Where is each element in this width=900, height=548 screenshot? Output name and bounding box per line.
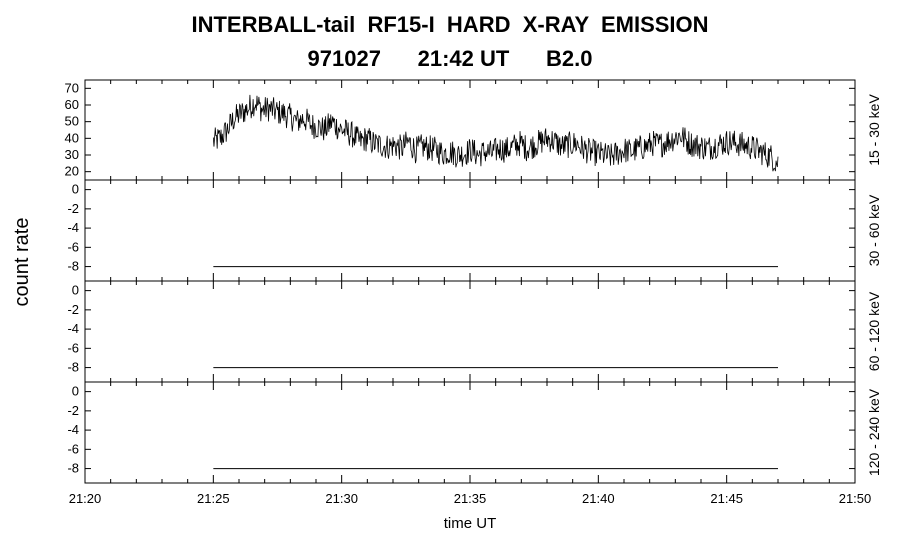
y-tick-label: 20 — [65, 164, 79, 179]
y-tick-label: -8 — [67, 259, 79, 274]
y-tick-label: 0 — [72, 283, 79, 298]
y-tick-label: 0 — [72, 182, 79, 197]
y-tick-label: 30 — [65, 147, 79, 162]
y-tick-label: -4 — [67, 422, 79, 437]
x-tick-label: 21:50 — [839, 491, 872, 506]
y-tick-label: -4 — [67, 321, 79, 336]
y-tick-label: -6 — [67, 441, 79, 456]
series-line — [212, 94, 779, 172]
x-tick-label: 21:40 — [582, 491, 615, 506]
y-tick-label: -8 — [67, 360, 79, 375]
x-axis-label: time UT — [444, 515, 497, 532]
y-tick-label: 60 — [65, 97, 79, 112]
chart-title: INTERBALL-tail RF15-I HARD X-RAY EMISSIO… — [191, 12, 709, 37]
y-tick-label: -6 — [67, 340, 79, 355]
band-label: 120 - 240 keV — [866, 388, 882, 476]
band-label: 30 - 60 keV — [866, 194, 882, 266]
y-tick-label: -8 — [67, 461, 79, 476]
panel-frame-2 — [84, 179, 856, 282]
x-tick-label: 21:35 — [454, 491, 487, 506]
chart-subtitle: 971027 21:42 UT B2.0 — [307, 46, 593, 71]
y-tick-label: -4 — [67, 220, 79, 235]
y-tick-label: -2 — [67, 403, 79, 418]
band-label: 60 - 120 keV — [866, 291, 882, 371]
panel-frame-4 — [84, 381, 856, 484]
x-tick-label: 21:25 — [197, 491, 230, 506]
y-axis-label: count rate — [11, 218, 33, 307]
band-label: 15 - 30 keV — [866, 94, 882, 166]
y-tick-label: 70 — [65, 80, 79, 95]
x-tick-label: 21:30 — [325, 491, 358, 506]
y-tick-label: -2 — [67, 302, 79, 317]
y-tick-label: -2 — [67, 201, 79, 216]
panel-frame-1 — [84, 79, 856, 181]
y-tick-label: -6 — [67, 239, 79, 254]
x-tick-label: 21:20 — [69, 491, 102, 506]
y-tick-label: 40 — [65, 130, 79, 145]
y-tick-label: 0 — [72, 384, 79, 399]
panel-frame-3 — [84, 280, 856, 383]
y-tick-label: 50 — [65, 114, 79, 129]
x-tick-label: 21:45 — [710, 491, 743, 506]
